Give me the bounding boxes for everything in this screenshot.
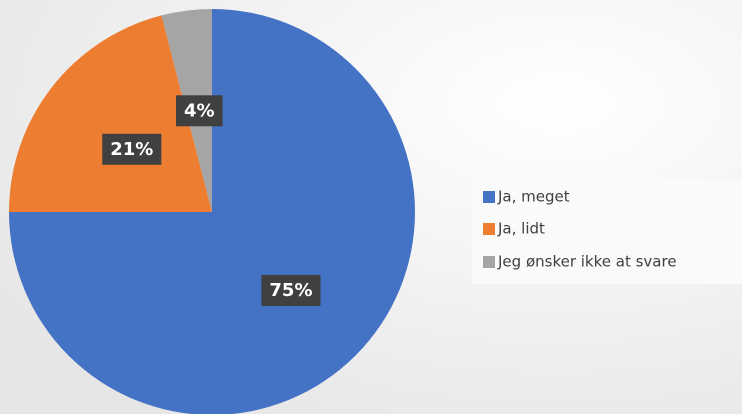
legend-box <box>472 180 742 284</box>
legend-swatch <box>483 191 495 203</box>
data-label: 21% <box>110 139 153 160</box>
legend-swatch <box>483 256 495 268</box>
legend-label: Jeg ønsker ikke at svare <box>497 253 677 271</box>
data-label-box <box>175 95 223 127</box>
data-label: 75% <box>269 280 312 301</box>
data-label-box <box>261 274 321 306</box>
data-label: 4% <box>184 100 215 121</box>
data-label-box <box>102 133 162 165</box>
legend-swatch <box>483 223 495 235</box>
legend-label: Ja, meget <box>497 188 570 206</box>
legend-label: Ja, lidt <box>497 220 545 238</box>
